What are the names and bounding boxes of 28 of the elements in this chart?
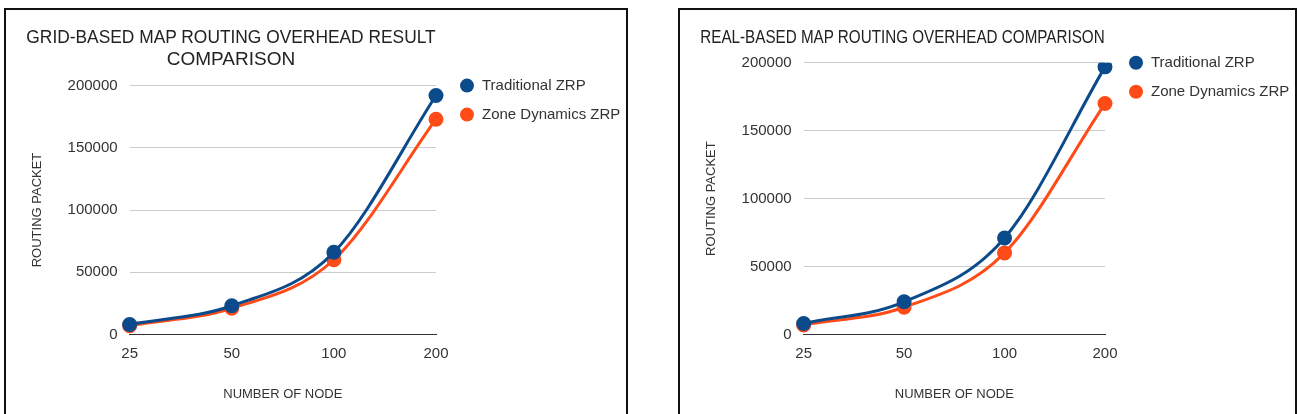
y-tick-label: 0	[783, 324, 792, 342]
y-tick-label: 50000	[749, 256, 792, 274]
x-tick-label: 50	[895, 343, 913, 361]
x-tick-label: 100	[992, 343, 1018, 361]
legend-label: Traditional ZRP	[1151, 52, 1255, 70]
y-tick-label: 100000	[67, 200, 118, 218]
y-tick-label: 150000	[741, 120, 792, 138]
y-tick-label: 0	[109, 324, 118, 342]
y-tick-label: 200000	[67, 75, 118, 93]
x-tick-label: 25	[795, 343, 812, 361]
x-axis-title: NUMBER OF NODE	[223, 385, 343, 401]
chart-title: GRID-BASED MAP ROUTING OVERHEAD RESULT COMPARISON	[26, 25, 436, 70]
legend-label: Zone Dynamics ZRP	[1151, 81, 1290, 99]
x-tick-label: 200	[423, 343, 449, 361]
y-axis-title: ROUTING PACKET	[29, 152, 45, 268]
y-tick-label: 100000	[741, 188, 792, 206]
y-tick-label: 50000	[75, 262, 118, 280]
chart-title: REAL-BASED MAP ROUTING OVERHEAD COMPARISON	[700, 24, 1105, 48]
x-tick-label: 100	[321, 343, 347, 361]
x-tick-label: 50	[223, 343, 241, 361]
legend-label: Traditional ZRP	[482, 75, 586, 93]
x-tick-label: 200	[1092, 343, 1118, 361]
y-axis-title: ROUTING PACKET	[703, 141, 719, 256]
legend-label: Zone Dynamics ZRP	[482, 104, 621, 122]
y-tick-label: 150000	[67, 137, 118, 155]
x-axis-title: NUMBER OF NODE	[894, 385, 1015, 401]
y-tick-label: 200000	[741, 52, 792, 70]
x-tick-label: 25	[121, 343, 138, 361]
